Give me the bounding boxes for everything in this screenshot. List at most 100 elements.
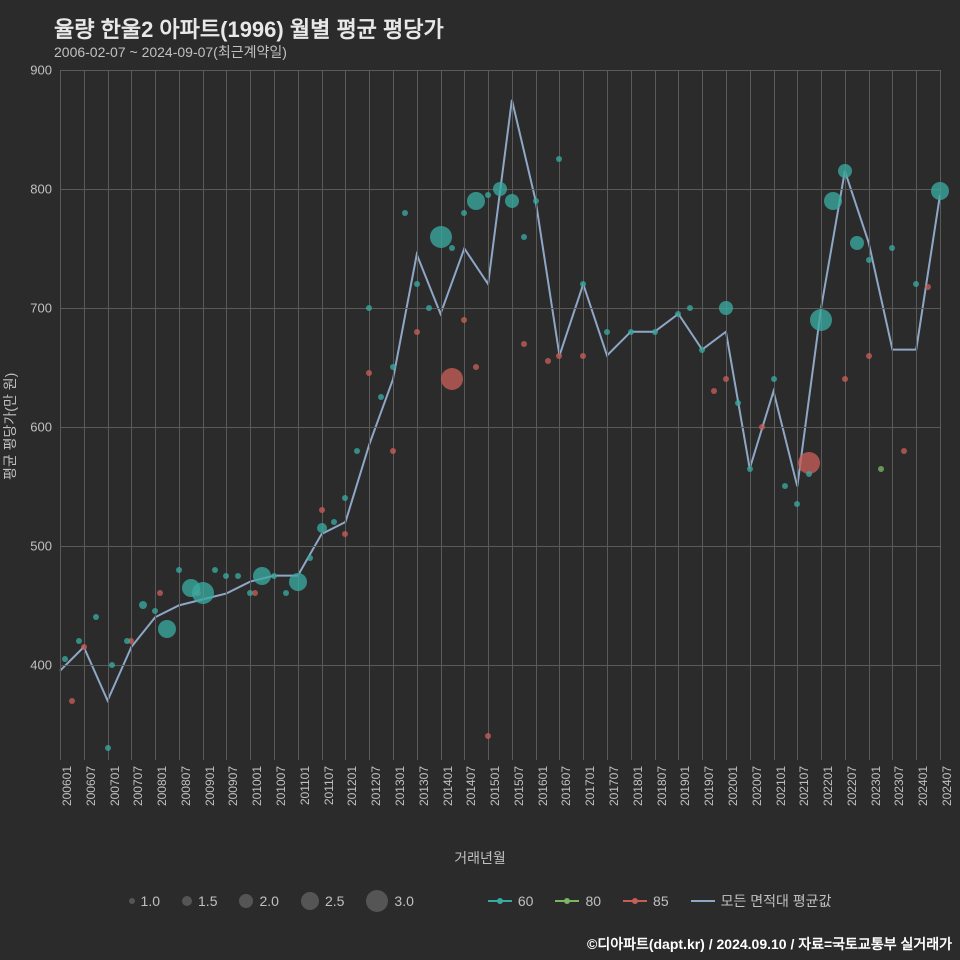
scatter-point-60 [414,281,420,287]
color-legend-swatch [623,900,647,902]
gridline-v [631,70,632,760]
scatter-point-60 [152,608,158,614]
xtick-label: 200907 [226,766,240,806]
size-legend-label: 2.0 [259,893,278,909]
plot-area: 4005006007008009002006012006072007012007… [60,70,940,760]
xtick-label: 201907 [702,766,716,806]
scatter-point-85 [342,531,348,537]
chart-container: 율량 한울2 아파트(1996) 월별 평균 평당가 2006-02-07 ~ … [0,0,960,960]
gridline-v [393,70,394,760]
scatter-point-85 [723,376,729,382]
gridline-v [512,70,513,760]
color-legend-item: 85 [623,893,669,909]
xtick-label: 201901 [678,766,692,806]
gridline-h [60,546,940,547]
ytick-label: 400 [30,657,52,672]
scatter-point-85 [461,317,467,323]
scatter-point-60 [493,182,507,196]
size-legend-item: 1.5 [182,893,217,909]
scatter-point-85 [521,341,527,347]
size-legend-label: 3.0 [394,893,413,909]
scatter-point-85 [414,329,420,335]
gridline-v [916,70,917,760]
scatter-point-60 [747,466,753,472]
gridline-v [369,70,370,760]
scatter-point-60 [850,236,864,250]
scatter-point-85 [81,644,87,650]
scatter-point-60 [913,281,919,287]
color-legend-item: 60 [488,893,534,909]
scatter-point-60 [794,501,800,507]
xtick-label: 200901 [203,766,217,806]
xtick-label: 201007 [274,766,288,806]
gridline-v [179,70,180,760]
color-legend-swatch [488,900,512,902]
scatter-point-80 [878,466,884,472]
size-legend-dot [366,890,388,912]
scatter-point-60 [604,329,610,335]
scatter-point-60 [461,210,467,216]
scatter-point-60 [810,309,832,331]
size-legend-label: 1.5 [198,893,217,909]
size-legend-item: 2.5 [301,892,344,910]
scatter-point-85 [842,376,848,382]
xtick-label: 201107 [322,766,336,805]
gridline-v [60,70,61,760]
xtick-label: 201607 [559,766,573,806]
x-axis-label: 거래년월 [454,848,506,868]
xtick-label: 201301 [393,766,407,806]
size-legend-item: 2.0 [239,893,278,909]
scatter-point-60 [771,376,777,382]
scatter-point-60 [699,347,705,353]
gridline-v [203,70,204,760]
gridline-v [155,70,156,760]
scatter-point-60 [139,601,147,609]
xtick-label: 201501 [488,766,502,806]
scatter-point-60 [521,234,527,240]
ytick-label: 600 [30,419,52,434]
scatter-point-60 [824,192,842,210]
gridline-v [345,70,346,760]
xtick-label: 202301 [869,766,883,806]
xtick-label: 201307 [417,766,431,806]
gridline-v [678,70,679,760]
scatter-point-60 [735,400,741,406]
size-legend-item: 1.0 [129,893,160,909]
scatter-point-85 [473,364,479,370]
color-legend-label: 60 [518,893,534,909]
gridline-v [417,70,418,760]
gridline-v [797,70,798,760]
scatter-point-85 [157,590,163,596]
size-legend-item: 3.0 [366,890,413,912]
scatter-point-60 [449,245,455,251]
scatter-point-60 [628,329,634,335]
gridline-h [60,308,940,309]
gridline-v [488,70,489,760]
gridline-v [774,70,775,760]
scatter-point-60 [556,156,562,162]
xtick-label: 201507 [512,766,526,806]
size-legend-label: 1.0 [141,893,160,909]
xtick-label: 201207 [369,766,383,806]
gridline-h [60,70,940,71]
scatter-point-60 [889,245,895,251]
scatter-point-60 [93,614,99,620]
scatter-point-60 [931,182,949,200]
color-legend-swatch [691,900,715,902]
scatter-point-60 [354,448,360,454]
scatter-point-85 [319,507,325,513]
scatter-point-60 [283,590,289,596]
xtick-label: 201801 [631,766,645,806]
scatter-point-60 [467,192,485,210]
scatter-point-60 [580,281,586,287]
gridline-v [750,70,751,760]
gridline-h [60,665,940,666]
scatter-point-60 [247,590,253,596]
scatter-point-60 [782,483,788,489]
color-legend-label: 80 [585,893,601,909]
ytick-label: 900 [30,63,52,78]
gridline-v [298,70,299,760]
gridline-v [559,70,560,760]
scatter-point-60 [687,305,693,311]
size-legend-dot [182,896,192,906]
